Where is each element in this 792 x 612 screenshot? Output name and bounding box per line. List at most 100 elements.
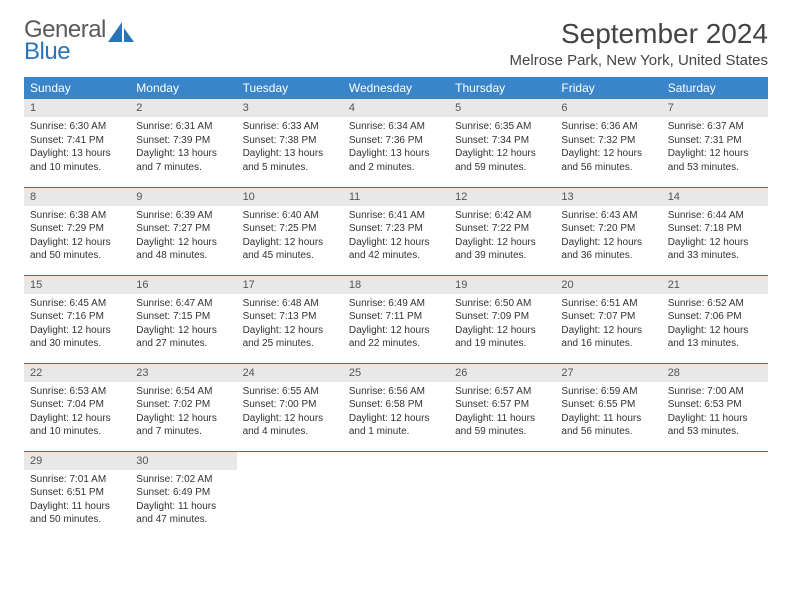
day-details: Sunrise: 6:56 AMSunset: 6:58 PMDaylight:… [343, 382, 449, 443]
sunrise-text: Sunrise: 6:37 AM [668, 120, 762, 134]
sunrise-text: Sunrise: 6:33 AM [243, 120, 337, 134]
daylight-line1: Daylight: 12 hours [30, 412, 124, 426]
day-number: 3 [237, 99, 343, 117]
sunrise-text: Sunrise: 6:39 AM [136, 209, 230, 223]
calendar-day-cell: 8Sunrise: 6:38 AMSunset: 7:29 PMDaylight… [24, 187, 130, 275]
daylight-line1: Daylight: 12 hours [455, 236, 549, 250]
sunset-text: Sunset: 7:25 PM [243, 222, 337, 236]
month-title: September 2024 [510, 18, 768, 50]
calendar-day-cell: 20Sunrise: 6:51 AMSunset: 7:07 PMDayligh… [555, 275, 661, 363]
sunrise-text: Sunrise: 6:43 AM [561, 209, 655, 223]
day-details: Sunrise: 6:38 AMSunset: 7:29 PMDaylight:… [24, 206, 130, 267]
day-details: Sunrise: 6:43 AMSunset: 7:20 PMDaylight:… [555, 206, 661, 267]
day-details: Sunrise: 6:34 AMSunset: 7:36 PMDaylight:… [343, 117, 449, 178]
day-number: 14 [662, 188, 768, 206]
daylight-line1: Daylight: 12 hours [455, 324, 549, 338]
sunrise-text: Sunrise: 6:53 AM [30, 385, 124, 399]
day-details: Sunrise: 7:01 AMSunset: 6:51 PMDaylight:… [24, 470, 130, 531]
daylight-line2: and 45 minutes. [243, 249, 337, 263]
daylight-line1: Daylight: 12 hours [30, 324, 124, 338]
sunset-text: Sunset: 7:22 PM [455, 222, 549, 236]
calendar-day-cell: 7Sunrise: 6:37 AMSunset: 7:31 PMDaylight… [662, 99, 768, 187]
day-number: 24 [237, 364, 343, 382]
day-number: 18 [343, 276, 449, 294]
day-details: Sunrise: 6:31 AMSunset: 7:39 PMDaylight:… [130, 117, 236, 178]
calendar-day-cell: 26Sunrise: 6:57 AMSunset: 6:57 PMDayligh… [449, 363, 555, 451]
day-details: Sunrise: 6:47 AMSunset: 7:15 PMDaylight:… [130, 294, 236, 355]
sunset-text: Sunset: 7:31 PM [668, 134, 762, 148]
day-details: Sunrise: 6:42 AMSunset: 7:22 PMDaylight:… [449, 206, 555, 267]
day-details: Sunrise: 6:41 AMSunset: 7:23 PMDaylight:… [343, 206, 449, 267]
sunrise-text: Sunrise: 6:59 AM [561, 385, 655, 399]
day-number: 8 [24, 188, 130, 206]
weekday-header: Sunday [24, 77, 130, 99]
daylight-line1: Daylight: 12 hours [243, 236, 337, 250]
daylight-line2: and 56 minutes. [561, 161, 655, 175]
daylight-line1: Daylight: 12 hours [243, 412, 337, 426]
daylight-line2: and 2 minutes. [349, 161, 443, 175]
daylight-line1: Daylight: 12 hours [561, 236, 655, 250]
day-number: 19 [449, 276, 555, 294]
day-number: 27 [555, 364, 661, 382]
sunset-text: Sunset: 7:18 PM [668, 222, 762, 236]
calendar-day-cell: 13Sunrise: 6:43 AMSunset: 7:20 PMDayligh… [555, 187, 661, 275]
day-number: 15 [24, 276, 130, 294]
daylight-line1: Daylight: 12 hours [561, 147, 655, 161]
day-details: Sunrise: 6:44 AMSunset: 7:18 PMDaylight:… [662, 206, 768, 267]
calendar-day-cell: 6Sunrise: 6:36 AMSunset: 7:32 PMDaylight… [555, 99, 661, 187]
calendar-day-cell: 9Sunrise: 6:39 AMSunset: 7:27 PMDaylight… [130, 187, 236, 275]
day-details: Sunrise: 6:59 AMSunset: 6:55 PMDaylight:… [555, 382, 661, 443]
daylight-line2: and 59 minutes. [455, 425, 549, 439]
brand-sail-icon [108, 22, 134, 44]
sunset-text: Sunset: 7:39 PM [136, 134, 230, 148]
location-text: Melrose Park, New York, United States [510, 52, 768, 69]
daylight-line1: Daylight: 12 hours [455, 147, 549, 161]
calendar-day-cell: 12Sunrise: 6:42 AMSunset: 7:22 PMDayligh… [449, 187, 555, 275]
daylight-line1: Daylight: 11 hours [30, 500, 124, 514]
sunrise-text: Sunrise: 7:00 AM [668, 385, 762, 399]
daylight-line2: and 4 minutes. [243, 425, 337, 439]
daylight-line2: and 36 minutes. [561, 249, 655, 263]
day-number: 12 [449, 188, 555, 206]
sunrise-text: Sunrise: 6:45 AM [30, 297, 124, 311]
sunset-text: Sunset: 7:38 PM [243, 134, 337, 148]
sunrise-text: Sunrise: 7:01 AM [30, 473, 124, 487]
calendar-week-row: 8Sunrise: 6:38 AMSunset: 7:29 PMDaylight… [24, 187, 768, 275]
sunrise-text: Sunrise: 6:44 AM [668, 209, 762, 223]
daylight-line2: and 53 minutes. [668, 161, 762, 175]
calendar-day-cell: 4Sunrise: 6:34 AMSunset: 7:36 PMDaylight… [343, 99, 449, 187]
brand-word2: Blue [24, 40, 106, 64]
daylight-line2: and 59 minutes. [455, 161, 549, 175]
day-number: 5 [449, 99, 555, 117]
daylight-line1: Daylight: 11 hours [668, 412, 762, 426]
sunset-text: Sunset: 7:06 PM [668, 310, 762, 324]
sunrise-text: Sunrise: 6:48 AM [243, 297, 337, 311]
day-details: Sunrise: 6:50 AMSunset: 7:09 PMDaylight:… [449, 294, 555, 355]
calendar-week-row: 22Sunrise: 6:53 AMSunset: 7:04 PMDayligh… [24, 363, 768, 451]
day-details: Sunrise: 6:54 AMSunset: 7:02 PMDaylight:… [130, 382, 236, 443]
sunset-text: Sunset: 7:07 PM [561, 310, 655, 324]
weekday-header: Monday [130, 77, 236, 99]
day-number: 13 [555, 188, 661, 206]
weekday-header-row: Sunday Monday Tuesday Wednesday Thursday… [24, 77, 768, 99]
calendar-day-cell: 30Sunrise: 7:02 AMSunset: 6:49 PMDayligh… [130, 451, 236, 539]
calendar-day-cell [662, 451, 768, 539]
daylight-line2: and 27 minutes. [136, 337, 230, 351]
weekday-header: Saturday [662, 77, 768, 99]
weekday-header: Tuesday [237, 77, 343, 99]
daylight-line1: Daylight: 12 hours [136, 324, 230, 338]
daylight-line2: and 10 minutes. [30, 425, 124, 439]
day-number: 29 [24, 452, 130, 470]
daylight-line2: and 7 minutes. [136, 161, 230, 175]
sunrise-text: Sunrise: 6:34 AM [349, 120, 443, 134]
calendar-day-cell: 10Sunrise: 6:40 AMSunset: 7:25 PMDayligh… [237, 187, 343, 275]
daylight-line2: and 5 minutes. [243, 161, 337, 175]
day-number: 11 [343, 188, 449, 206]
daylight-line2: and 56 minutes. [561, 425, 655, 439]
day-number: 9 [130, 188, 236, 206]
sunset-text: Sunset: 6:55 PM [561, 398, 655, 412]
day-number: 10 [237, 188, 343, 206]
calendar-day-cell: 16Sunrise: 6:47 AMSunset: 7:15 PMDayligh… [130, 275, 236, 363]
day-details: Sunrise: 7:02 AMSunset: 6:49 PMDaylight:… [130, 470, 236, 531]
calendar-day-cell: 15Sunrise: 6:45 AMSunset: 7:16 PMDayligh… [24, 275, 130, 363]
